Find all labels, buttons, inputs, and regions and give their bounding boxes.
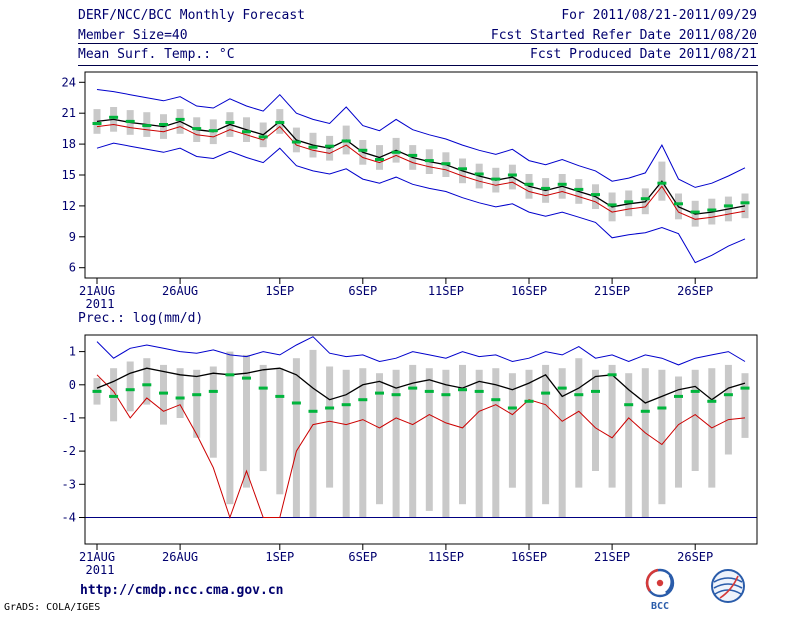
plot-frame (84, 334, 758, 545)
temperature-chart: 6 9 12 15 18 21 24 21AUG 26AUG 1SEP 6SEP 11SEP 16SEP… (62, 71, 758, 311)
page-title: DERF/NCC/BCC Monthly Forecast (78, 8, 305, 23)
y-axis: 6 9 12 15 18 21 24 (62, 75, 85, 275)
precip-panel-label: Prec.: log(mm/d) (78, 311, 204, 326)
svg-text:0: 0 (69, 378, 76, 392)
markers-green-dashes (92, 115, 750, 214)
fcst-ref-date: Fcst Started Refer Date 2011/08/20 (490, 28, 757, 43)
svg-text:24: 24 (62, 75, 76, 89)
svg-text:2011: 2011 (86, 563, 115, 577)
x-axis: 21AUG 26AUG 1SEP 6SEP 11SEP 16SEP 21SEP 26SEP 20… (79, 278, 713, 311)
svg-text:18: 18 (62, 137, 76, 151)
svg-text:-3: -3 (62, 477, 76, 491)
svg-text:16SEP: 16SEP (511, 284, 547, 298)
svg-text:26AUG: 26AUG (162, 284, 198, 298)
svg-text:21SEP: 21SEP (594, 284, 630, 298)
footer-logos: BCC (645, 568, 745, 612)
member-size-label: Member Size=40 (78, 28, 188, 43)
y-axis: -4 -3 -2 -1 0 1 (62, 345, 85, 525)
temp-panel-label: Mean Surf. Temp.: °C (78, 47, 235, 62)
svg-text:-4: -4 (62, 511, 76, 525)
svg-text:1SEP: 1SEP (265, 284, 294, 298)
svg-text:1SEP: 1SEP (265, 550, 294, 564)
series-blue-lower (96, 142, 746, 264)
svg-text:21AUG: 21AUG (79, 550, 115, 564)
svg-text:26AUG: 26AUG (162, 550, 198, 564)
forecast-range: For 2011/08/21-2011/09/29 (561, 8, 757, 23)
ensemble-spread-bars (93, 349, 749, 518)
bcc-logo-caption: BCC (651, 601, 669, 612)
series-black-mean (96, 367, 746, 404)
cma-logo (711, 569, 745, 603)
svg-text:11SEP: 11SEP (428, 550, 464, 564)
svg-text:15: 15 (62, 168, 76, 182)
ensemble-spread-bars (93, 107, 749, 227)
grads-credit: GrADS: COLA/IGES (4, 602, 101, 613)
series-black-mean (96, 118, 746, 215)
bcc-logo: BCC (645, 568, 675, 612)
svg-text:-2: -2 (62, 444, 76, 458)
svg-text:1: 1 (69, 345, 76, 359)
svg-text:21SEP: 21SEP (594, 550, 630, 564)
svg-text:21AUG: 21AUG (79, 284, 115, 298)
svg-text:6: 6 (69, 261, 76, 275)
plot-frame (84, 71, 758, 279)
svg-text:2011: 2011 (86, 297, 115, 311)
series-blue-upper (96, 89, 746, 188)
svg-text:-1: -1 (62, 411, 76, 425)
svg-text:26SEP: 26SEP (677, 550, 713, 564)
svg-text:16SEP: 16SEP (511, 550, 547, 564)
header-divider-1 (78, 43, 758, 44)
series-red-line (96, 374, 746, 520)
x-axis: 21AUG 26AUG 1SEP 6SEP 11SEP 16SEP 21SEP 26SEP 20… (79, 544, 713, 577)
svg-text:9: 9 (69, 230, 76, 244)
svg-text:26SEP: 26SEP (677, 284, 713, 298)
svg-text:21: 21 (62, 106, 76, 120)
series-red-line (96, 123, 746, 220)
source-url[interactable]: http://cmdp.ncc.cma.gov.cn (80, 583, 284, 598)
svg-text:12: 12 (62, 199, 76, 213)
svg-text:6SEP: 6SEP (348, 550, 377, 564)
fcst-produced-date: Fcst Produced Date 2011/08/21 (530, 47, 757, 62)
svg-text:11SEP: 11SEP (428, 284, 464, 298)
svg-text:6SEP: 6SEP (348, 284, 377, 298)
header-divider-2 (78, 65, 758, 66)
markers-green-dashes (92, 373, 750, 413)
series-blue-upper (96, 336, 746, 366)
